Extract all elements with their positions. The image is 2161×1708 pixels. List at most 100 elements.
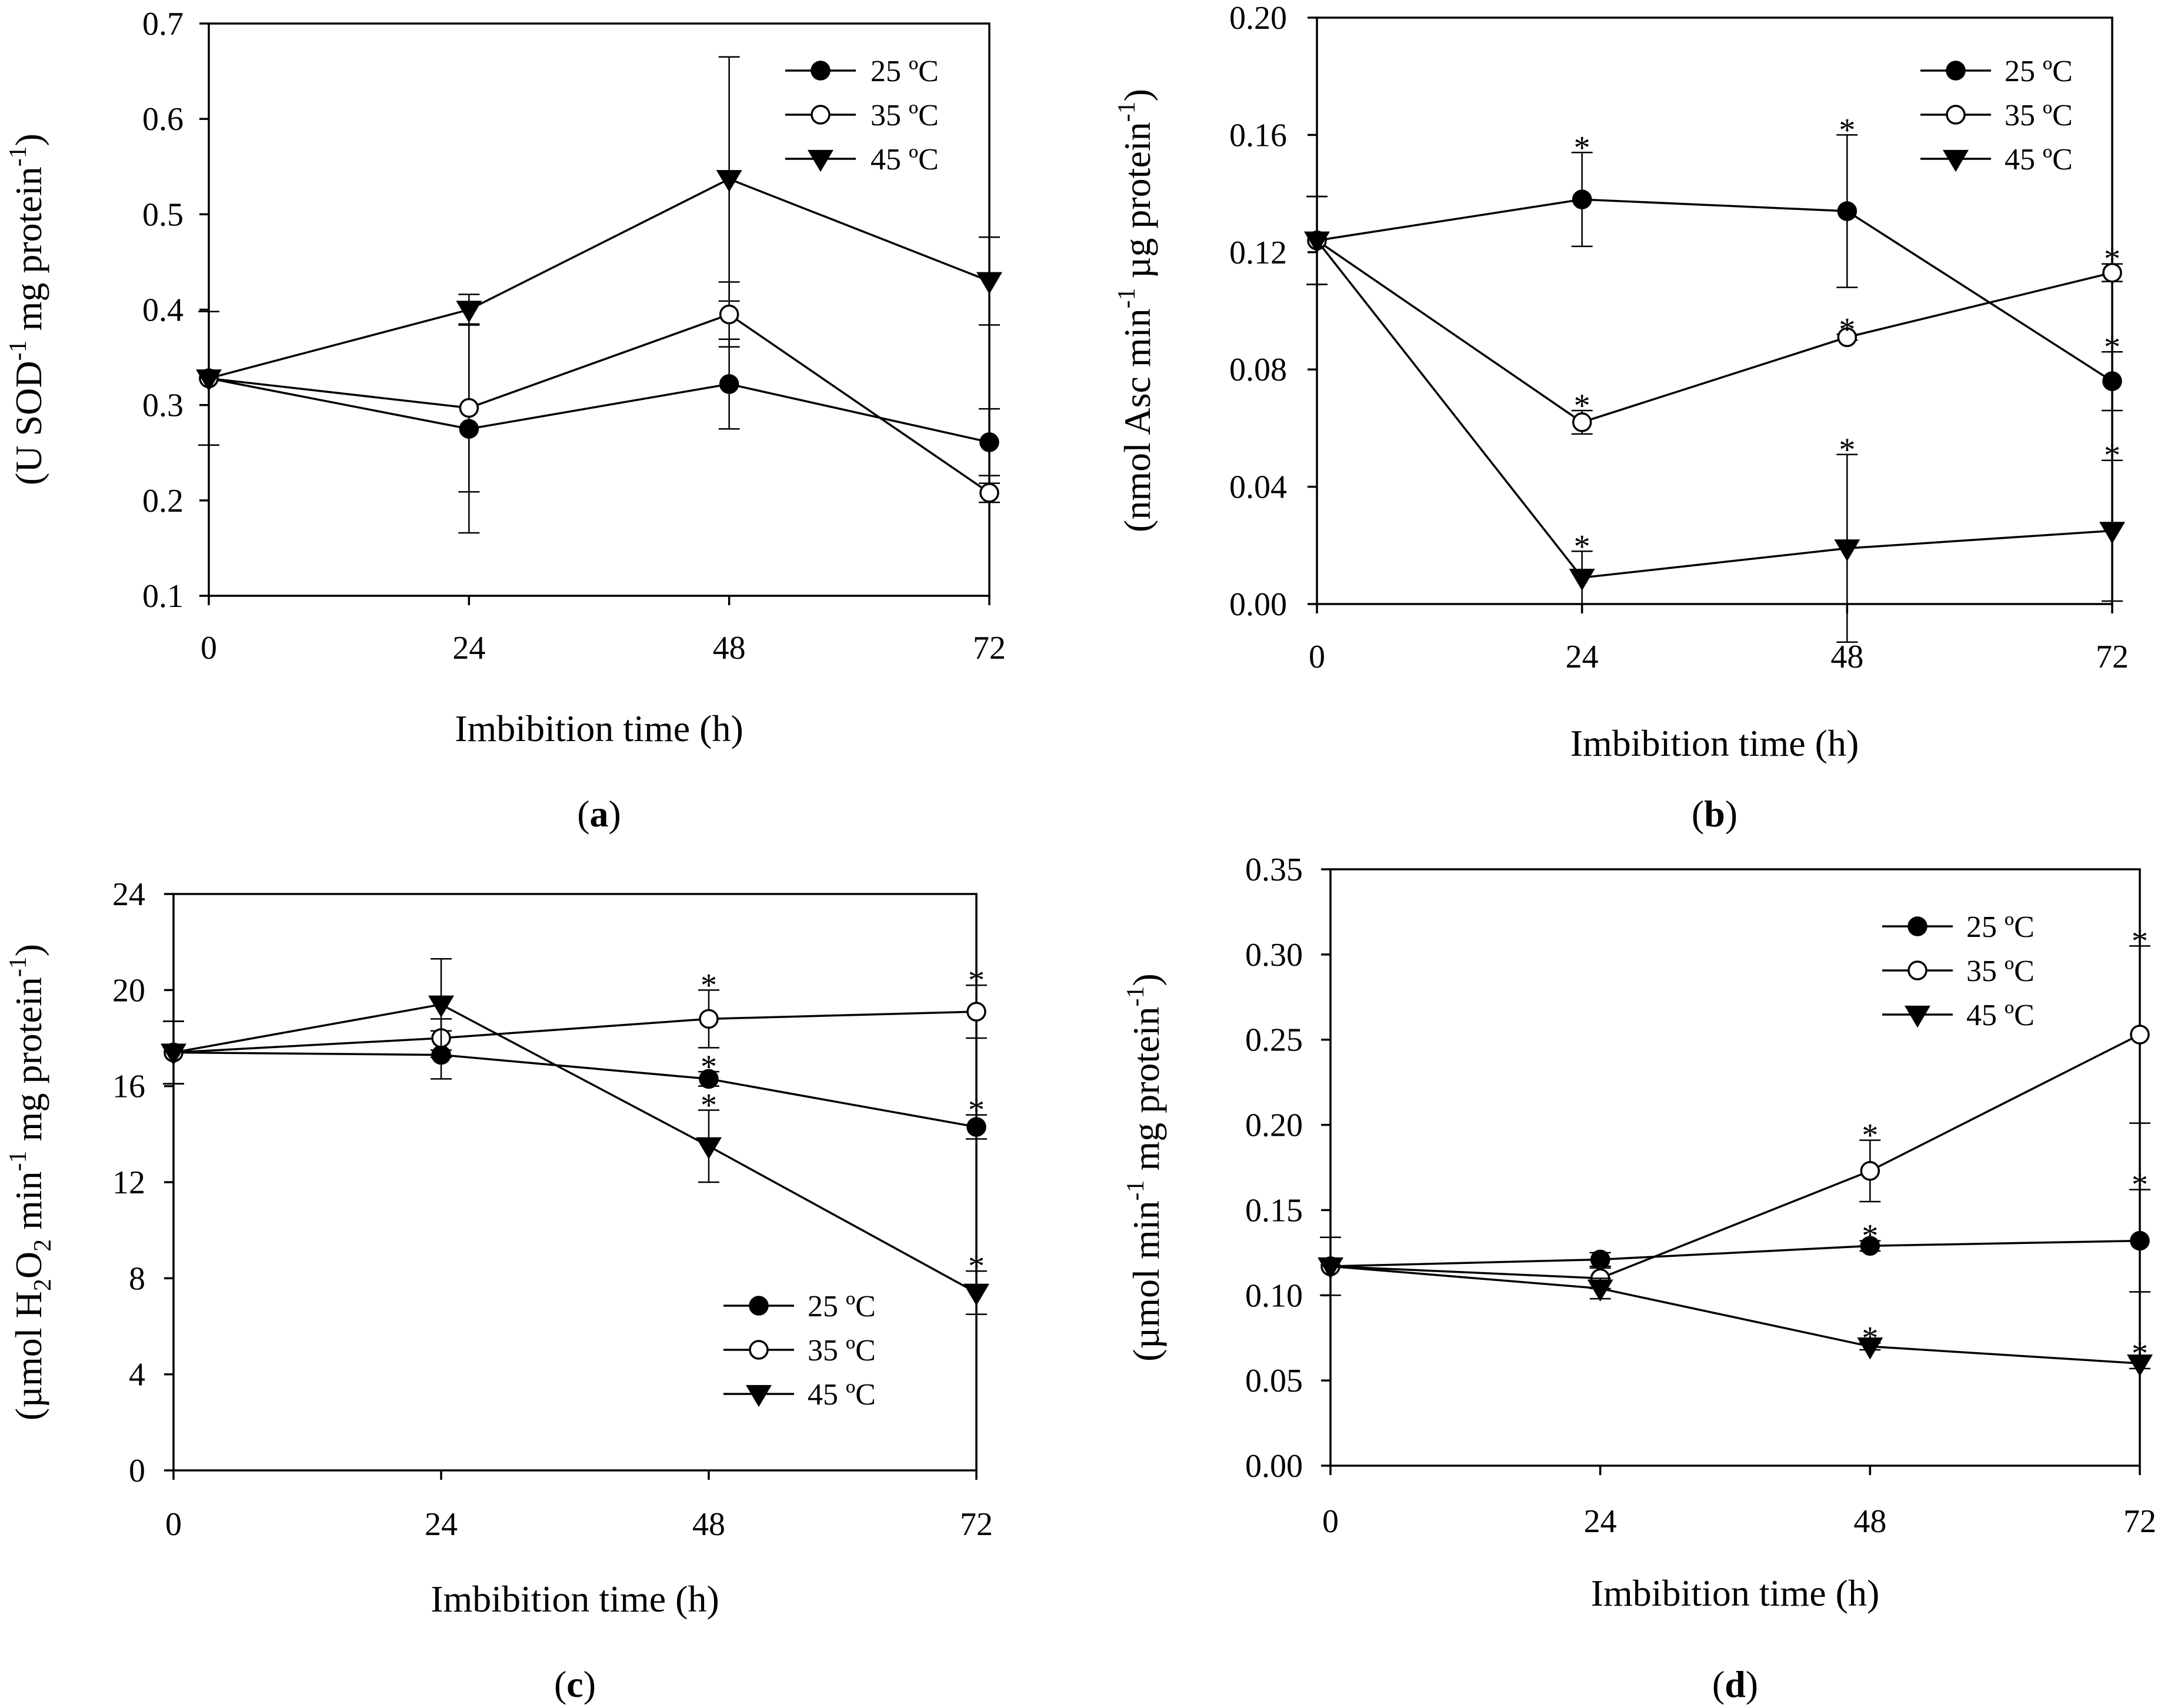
y-tick-label: 0.30 [1245, 937, 1303, 973]
x-axis-label: Imbibition time (h) [455, 708, 743, 749]
y-tick-label: 0.12 [1229, 235, 1287, 271]
legend-entry: 45 ºC [1966, 999, 2035, 1032]
x-tick-label: 72 [2123, 1503, 2156, 1540]
significance-star: * [2104, 329, 2120, 365]
x-tick-label: 48 [713, 630, 746, 666]
significance-star: * [1574, 129, 1590, 166]
data-point [1860, 1161, 1880, 1181]
series-2 [198, 281, 1000, 503]
series-line [173, 1010, 977, 1054]
y-tick-label: 0.2 [142, 483, 184, 519]
y-tick-label: 20 [112, 972, 145, 1009]
data-point [1318, 1257, 1343, 1280]
y-tick-label: 0.16 [1229, 117, 1287, 154]
y-tick-label: 0.25 [1245, 1022, 1303, 1059]
data-point [716, 170, 742, 192]
legend-entry: 35 ºC [871, 99, 939, 132]
data-point [428, 995, 454, 1018]
series-2: * * * [1306, 195, 2123, 435]
x-tick-label: 72 [973, 630, 1006, 666]
data-point [459, 398, 479, 418]
legend-marker [749, 1296, 769, 1316]
series-line [173, 1051, 977, 1128]
series-1 [198, 311, 1000, 534]
legend-entry: 45 ºC [871, 143, 939, 176]
plot-frame [1329, 868, 2141, 1467]
series-line [208, 178, 990, 379]
significance-star: * [968, 1092, 985, 1129]
y-axis-label: (µmol min-1 mg protein-1) [1122, 973, 1167, 1362]
x-tick-label: 24 [1566, 639, 1599, 675]
data-point [1569, 568, 1595, 591]
panel-b: 0.00 0.04 0.08 0.12 0.16 0.20 0 24 48 72 Imbibitio… [1113, 0, 2129, 835]
y-tick-label: 0.35 [1245, 852, 1303, 888]
data-point [1590, 1249, 1610, 1270]
significance-star: * [2104, 438, 2120, 474]
significance-star: * [1862, 1117, 1878, 1154]
x-axis-label: Imbibition time (h) [1570, 722, 1859, 764]
significance-star: * [1574, 528, 1590, 565]
series-3: ** [1318, 1236, 2153, 1377]
data-point [699, 1069, 719, 1089]
series-line [1316, 198, 2113, 382]
legend-marker [808, 149, 833, 172]
panel-label: (c) [554, 1663, 596, 1705]
panel-label: (d) [1712, 1663, 1758, 1705]
x-tick-label: 48 [1853, 1503, 1886, 1540]
legend-marker [811, 105, 831, 125]
panel-a: 0.1 0.2 0.3 0.4 0.5 0.6 0.7 0 24 48 72 Imbibition t… [5, 6, 1006, 835]
y-axis-label: (nmol Asc min-1 µg protein-1) [1113, 89, 1158, 532]
significance-star: * [968, 1248, 985, 1285]
y-tick-label: 0.6 [142, 101, 184, 138]
y-tick-label: 0.04 [1229, 469, 1287, 506]
y-tick-label: 0 [129, 1453, 145, 1489]
plot-frame [1316, 16, 2113, 605]
series-2: ** [163, 962, 987, 1085]
data-point [699, 1009, 719, 1029]
data-point [2127, 1354, 2153, 1377]
data-point [2130, 1230, 2150, 1251]
y-tick-label: 8 [129, 1260, 145, 1297]
significance-star: * [701, 1087, 717, 1124]
legend-entry: 35 ºC [2005, 99, 2073, 132]
data-point [1860, 1236, 1880, 1256]
data-point [161, 1043, 186, 1066]
series-line [1330, 1265, 2140, 1365]
significance-star: * [701, 1049, 717, 1085]
significance-star: * [1574, 388, 1590, 424]
significance-star: * [1862, 1218, 1878, 1255]
legend-marker [811, 61, 831, 81]
data-point [1857, 1337, 1883, 1360]
x-tick-label: 0 [201, 630, 217, 666]
data-point [1572, 189, 1592, 209]
data-point [1572, 412, 1592, 432]
legend-marker [1905, 1005, 1930, 1028]
y-tick-label: 4 [129, 1357, 145, 1393]
data-point [1837, 201, 1857, 221]
data-point [2099, 522, 2125, 544]
legend-entry: 35 ºC [1966, 955, 2035, 988]
legend-entry: 25 ºC [2005, 55, 2073, 88]
significance-star: * [2132, 923, 2148, 959]
data-point [2102, 371, 2122, 391]
y-axis-label: (µmol H2O2 min-1 mg protein-1) [5, 944, 56, 1420]
series-line [1316, 239, 2113, 423]
significance-star: * [2132, 1167, 2148, 1203]
panel-d: 0.00 0.05 0.10 0.15 0.20 0.25 0.30 0.35 0 24 48 72 I… [1122, 852, 2156, 1705]
series-line [1316, 239, 2113, 579]
y-tick-label: 0.20 [1229, 0, 1287, 36]
x-tick-label: 24 [425, 1506, 458, 1543]
significance-star: * [2132, 1335, 2148, 1372]
x-tick-label: 0 [165, 1506, 182, 1543]
x-axis-label: Imbibition time (h) [1591, 1572, 1880, 1614]
significance-star: * [701, 967, 717, 1003]
x-tick-label: 48 [1830, 639, 1863, 675]
legend-marker [746, 1385, 772, 1407]
data-point [976, 272, 1002, 295]
panel-label: (a) [577, 793, 621, 835]
series-3: * * * [1304, 195, 2125, 643]
data-point [2102, 262, 2122, 283]
data-point [196, 369, 222, 392]
legend-marker [1946, 61, 1966, 81]
